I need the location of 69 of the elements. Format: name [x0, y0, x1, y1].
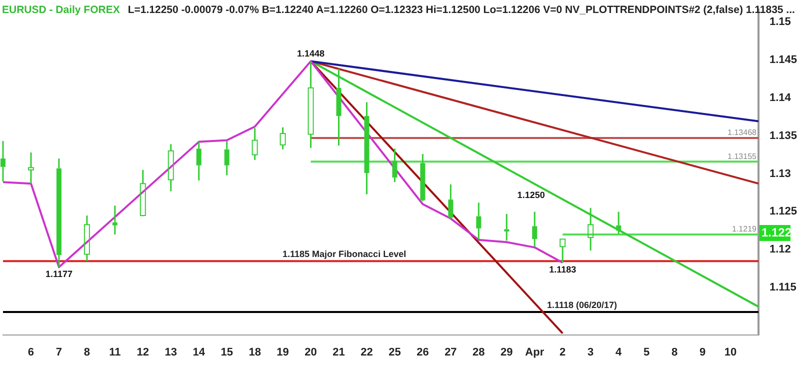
x-tick-label: 6: [28, 346, 34, 358]
y-tick-label: 1.12: [769, 244, 791, 256]
chart-subtitle: L=1.12250 -0.00079 -0.07% B=1.12240 A=1.12260 O=1.12323 Hi=1.12500 Lo=1.12206 V=0 NV_PLOTTRENDPOINTS#2 (2,false) 1.11835 ...: [128, 4, 795, 16]
candlestick: [336, 68, 342, 146]
x-tick-label: 10: [724, 346, 737, 358]
candlestick: [420, 153, 426, 202]
x-tick-label: 7: [56, 346, 62, 358]
candlestick: [532, 210, 538, 248]
y-tick-label: 1.135: [769, 130, 798, 142]
candlestick: [504, 213, 510, 242]
y-tick-label: 1.13: [769, 168, 791, 180]
ref-line-label: 1.1185 Major Fibonacci Level: [282, 249, 406, 260]
candlestick: [0, 140, 6, 182]
x-tick-label: 4: [616, 346, 623, 358]
x-tick-label: 28: [472, 346, 485, 358]
candlestick: [252, 127, 258, 161]
candlestick: [56, 158, 62, 268]
candlestick: [168, 143, 174, 192]
x-tick-label: 14: [192, 346, 206, 358]
annotation: 1.13468: [728, 128, 758, 138]
x-tick-label: 15: [220, 346, 233, 358]
annotation: 1.1448: [297, 48, 325, 58]
candlestick: [112, 204, 118, 236]
candlestick: [588, 207, 594, 252]
annotation: 1.122: [761, 225, 792, 240]
y-tick-label: 1.115: [769, 282, 796, 294]
x-tick-label: 5: [643, 346, 650, 358]
x-tick-label: 8: [84, 346, 90, 358]
x-tick-label: 9: [699, 346, 706, 358]
x-tick-label: 25: [388, 346, 401, 358]
y-tick-label: 1.125: [769, 206, 798, 218]
y-tick-label: 1.15: [769, 16, 791, 28]
x-tick-label: 26: [416, 346, 429, 358]
annotation: 1.1183: [549, 264, 576, 275]
x-tick-label: 21: [332, 346, 345, 358]
candlestick: [224, 140, 230, 176]
annotation: 1.1250: [517, 190, 545, 200]
chart-title: EURUSD - Daily FOREX: [2, 4, 120, 16]
candlestick: [364, 102, 370, 195]
y-tick-label: 1.145: [769, 54, 798, 66]
x-tick-label: Apr: [525, 346, 545, 358]
x-tick-label: 12: [136, 346, 150, 358]
candlestick: [84, 214, 90, 262]
candlestick: [448, 184, 454, 220]
candlestick: [140, 169, 146, 218]
candlestick: [28, 152, 34, 184]
candlestick: [308, 60, 314, 149]
candlestick: [280, 126, 286, 150]
x-tick-label: 11: [109, 346, 121, 358]
candlestick: [616, 210, 622, 234]
candlestick: [196, 141, 202, 182]
annotation: 1.1177: [45, 269, 72, 280]
x-tick-label: 2: [560, 346, 566, 358]
x-tick-label: 3: [588, 346, 594, 358]
y-tick-label: 1.14: [769, 92, 792, 104]
x-tick-label: 20: [304, 346, 317, 358]
candlestick: [392, 148, 398, 183]
x-tick-label: 27: [444, 346, 457, 358]
annotation: 1.1219: [732, 224, 758, 234]
candlestick: [560, 238, 566, 264]
ref-line-label: 1.1118 (06/20/17): [546, 300, 618, 310]
x-tick-label: 29: [500, 346, 513, 358]
x-tick-label: 13: [164, 346, 178, 358]
candlestick: [476, 202, 482, 240]
x-tick-label: 18: [248, 346, 261, 358]
annotation: 1.13155: [728, 152, 758, 161]
x-tick-label: 22: [360, 346, 373, 358]
x-tick-label: 19: [276, 346, 289, 358]
x-tick-label: 8: [671, 346, 678, 358]
